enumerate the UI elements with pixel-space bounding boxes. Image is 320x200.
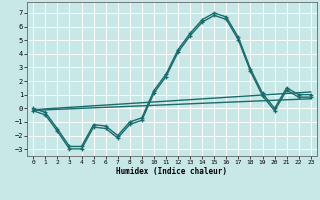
- X-axis label: Humidex (Indice chaleur): Humidex (Indice chaleur): [116, 167, 228, 176]
